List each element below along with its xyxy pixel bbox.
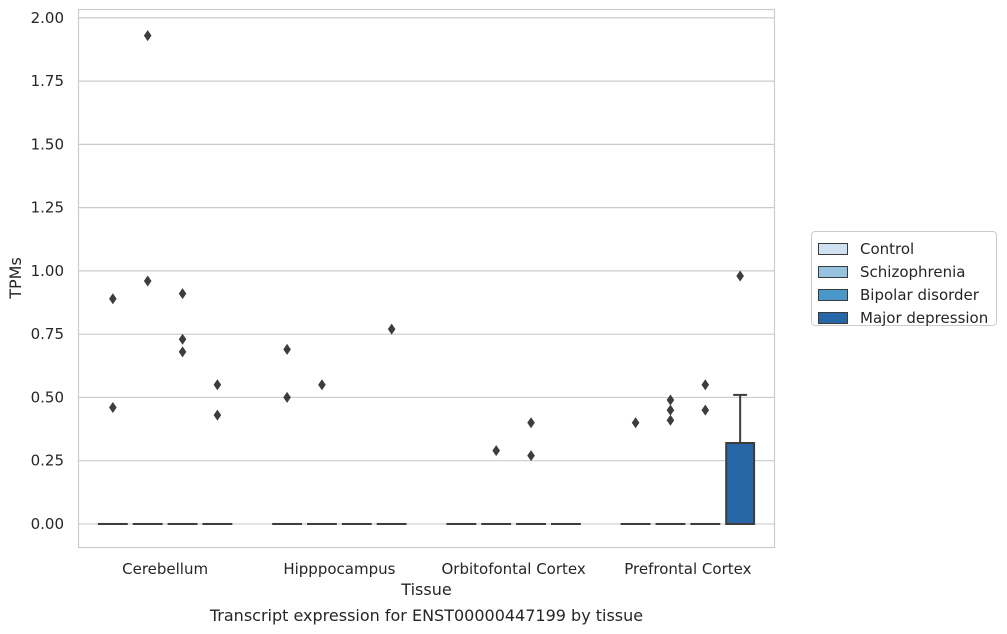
legend-label: Schizophrenia [860, 262, 966, 281]
legend-label: Control [860, 239, 915, 258]
x-tick-label: Prefrontal Cortex [624, 560, 751, 578]
legend-swatch [818, 288, 848, 301]
x-axis-ticks: Cerebellum Hipppocampus Orbitofontal Corte… [122, 560, 751, 578]
box-iqr [725, 441, 756, 525]
outlier-point [631, 417, 640, 429]
outlier-point [178, 333, 187, 345]
box-plot-boxes [97, 393, 756, 525]
legend-swatch [818, 265, 848, 278]
x-axis-label: Tissue [400, 580, 451, 599]
chart-caption: Transcript expression for ENST0000044719… [209, 606, 644, 625]
y-tick-label: 1.75 [31, 72, 64, 90]
outlier-point [213, 379, 222, 391]
outlier-point [666, 414, 675, 426]
outlier-point [109, 293, 117, 305]
legend-item: Control [818, 237, 996, 260]
outlier-point [736, 270, 744, 282]
legend: Control Schizophrenia Bipolar disorder Majo… [811, 231, 997, 329]
box-major-depression [725, 393, 756, 525]
legend-swatch [818, 242, 848, 255]
y-tick-label: 0.00 [31, 515, 64, 533]
outlier-point [213, 409, 222, 421]
y-tick-label: 2.00 [31, 9, 64, 27]
outlier-point [143, 30, 152, 42]
outlier-point [387, 323, 396, 335]
legend-label: Major depression [860, 308, 989, 327]
outlier-point [701, 404, 710, 416]
outlier-point [283, 343, 291, 355]
legend-item: Major depression [818, 306, 996, 329]
plot-area-frame [77, 8, 776, 549]
legend-swatch [818, 311, 848, 324]
outlier-point [318, 379, 326, 391]
outlier-point [109, 402, 117, 414]
legend-item: Schizophrenia [818, 260, 996, 283]
y-tick-label: 1.00 [31, 262, 64, 280]
x-tick-label: Cerebellum [122, 560, 208, 578]
x-tick-label: Hipppocampus [283, 560, 395, 578]
y-axis-label: TPMs [6, 257, 25, 300]
y-tick-label: 1.25 [31, 199, 64, 217]
outlier-point [492, 445, 500, 457]
outlier-markers [109, 30, 744, 462]
outlier-point [666, 394, 675, 406]
legend-label: Bipolar disorder [860, 285, 979, 304]
outlier-point [527, 450, 535, 462]
outlier-point [666, 404, 675, 416]
outlier-point [143, 275, 152, 287]
outlier-point [283, 391, 291, 403]
y-tick-label: 0.75 [31, 325, 64, 343]
outlier-point [527, 417, 535, 429]
outlier-point [178, 288, 187, 300]
x-tick-label: Orbitofontal Cortex [442, 560, 586, 578]
y-tick-label: 1.50 [31, 135, 64, 153]
legend-item: Bipolar disorder [818, 283, 996, 306]
y-tick-label: 0.25 [31, 452, 64, 470]
y-tick-label: 0.50 [31, 388, 64, 406]
outlier-point [178, 346, 187, 358]
y-axis-ticks: 0.00 0.25 0.50 0.75 1.00 1.25 1.50 1.75 2.00 [31, 9, 64, 533]
outlier-point [701, 379, 710, 391]
gridlines [78, 17, 775, 525]
